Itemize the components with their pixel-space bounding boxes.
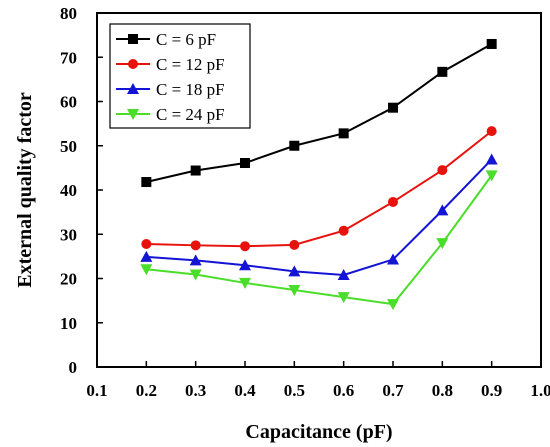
data-point (338, 225, 349, 236)
data-point (486, 126, 497, 137)
data-point (140, 250, 153, 262)
series-0 (141, 38, 497, 188)
legend-marker (128, 34, 138, 44)
legend-label: C = 24 pF (156, 105, 225, 124)
x-axis-title: Capacitance (pF) (245, 421, 392, 443)
data-point (436, 238, 449, 250)
legend-label: C = 18 pF (156, 80, 225, 99)
data-point (485, 170, 498, 182)
y-tick-label: 40 (60, 181, 77, 200)
data-point (388, 196, 398, 207)
series-lines (140, 38, 498, 311)
data-point (189, 254, 202, 266)
legend-item: C = 18 pF (116, 80, 225, 99)
legend-marker (128, 59, 138, 69)
data-point (239, 259, 251, 271)
y-tick-label: 50 (60, 137, 77, 156)
data-point (485, 153, 498, 165)
y-tick-label: 70 (60, 48, 77, 67)
data-point (387, 299, 399, 311)
data-point (388, 102, 398, 113)
legend-item: C = 6 pF (116, 30, 216, 49)
data-point (289, 239, 300, 250)
data-point (141, 177, 152, 188)
legend: C = 6 pF C = 12 pF C = 18 pF C = 24 pF (109, 23, 251, 129)
y-axis-title: External quality factor (14, 92, 36, 288)
data-point (436, 204, 449, 216)
series-2 (140, 153, 498, 280)
data-point (437, 66, 448, 77)
series-line (146, 174, 493, 306)
y-tick-label: 0 (69, 358, 78, 377)
y-tick-label: 10 (60, 314, 77, 333)
series-3 (140, 170, 498, 311)
data-point (337, 268, 350, 280)
x-tick-label: 0.5 (284, 381, 305, 400)
data-point (289, 140, 300, 151)
x-tick-label: 0.3 (185, 381, 206, 400)
y-tick-label: 30 (60, 225, 77, 244)
legend-label: C = 12 pF (156, 55, 225, 74)
data-point (190, 240, 201, 251)
tick-labels: 0.1 0.2 0.3 0.4 0.5 0.6 0.7 0.8 0.9 1.0 0 10 20 30 40 5… (60, 4, 550, 400)
data-point (190, 165, 201, 176)
x-tick-label: 0.6 (333, 381, 354, 400)
data-point (240, 158, 250, 169)
data-point (288, 285, 301, 297)
data-point (337, 292, 350, 304)
data-point (140, 264, 153, 276)
y-tick-label: 20 (60, 270, 77, 289)
data-point (240, 241, 250, 252)
y-tick-label: 60 (60, 93, 77, 112)
data-point (437, 165, 448, 176)
x-tick-label: 0.9 (481, 381, 502, 400)
legend-marker (127, 83, 139, 94)
legend-item: C = 12 pF (116, 55, 225, 74)
x-tick-label: 0.1 (86, 381, 107, 400)
data-point (141, 238, 152, 249)
x-tick-label: 0.7 (382, 381, 404, 400)
series-line (146, 130, 493, 248)
data-point (387, 253, 399, 265)
series-1 (141, 126, 497, 252)
legend-marker (127, 109, 139, 120)
data-point (239, 277, 251, 289)
series-line (146, 43, 493, 184)
x-tick-label: 1.0 (530, 381, 550, 400)
x-tick-label: 0.8 (432, 381, 453, 400)
data-point (288, 265, 301, 277)
data-point (486, 38, 497, 49)
legend-label: C = 6 pF (156, 30, 216, 49)
x-tick-label: 0.4 (234, 381, 256, 400)
data-point (189, 269, 202, 281)
y-tick-label: 80 (60, 4, 77, 23)
data-point (338, 128, 349, 139)
x-tick-label: 0.2 (136, 381, 157, 400)
legend-item: C = 24 pF (116, 105, 225, 124)
plot-frame (96, 12, 542, 368)
series-line (146, 158, 493, 276)
